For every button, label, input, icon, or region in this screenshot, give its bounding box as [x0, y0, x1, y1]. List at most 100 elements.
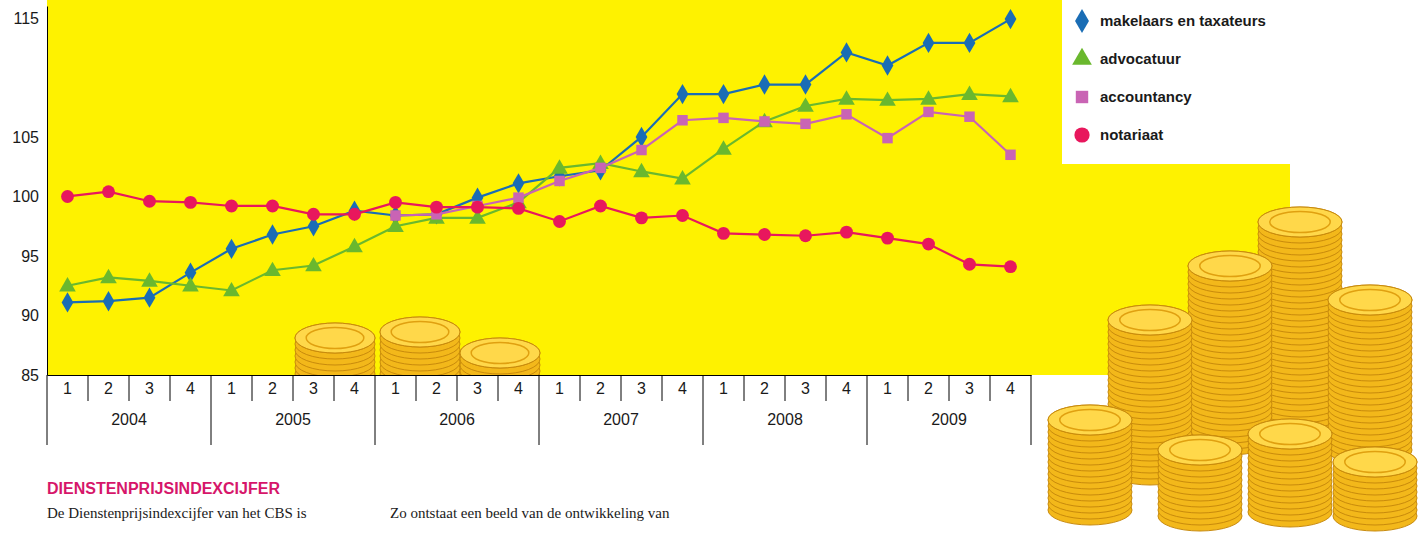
annotation: De Dienstenprijsindexcijfer van het CBS … — [47, 505, 307, 521]
coin — [460, 338, 540, 368]
quarter-divider — [334, 375, 335, 401]
legend-label-line: makelaars en taxateurs — [1100, 12, 1266, 29]
coin-top — [1158, 435, 1242, 465]
x-tick: 4 — [842, 375, 851, 397]
coin-rim — [1340, 290, 1400, 311]
marker — [62, 292, 74, 312]
quarter-divider — [129, 375, 130, 401]
coin — [1248, 419, 1332, 449]
marker — [554, 176, 564, 186]
marker — [882, 55, 894, 75]
x-tick-label: 4 — [1006, 380, 1015, 397]
marker — [143, 195, 156, 208]
coin-stack — [380, 317, 460, 375]
x-tick: 4 — [1006, 375, 1015, 397]
coin-stack — [1158, 435, 1242, 531]
annotation: Zo ontstaat een beeld van de ontwikkelin… — [390, 505, 670, 521]
x-tick: 2 — [104, 375, 113, 397]
y-tick: 100 — [12, 188, 47, 205]
year-label: 2006 — [439, 411, 475, 428]
coin-rim — [1170, 440, 1230, 461]
x-tick: 2 — [760, 375, 769, 397]
marker — [882, 133, 892, 143]
marker — [718, 84, 730, 104]
marker — [964, 33, 976, 53]
marker — [674, 170, 691, 184]
marker — [963, 258, 976, 271]
x-tick: 2 — [924, 375, 933, 397]
marker — [267, 224, 279, 244]
quarter-divider — [88, 375, 89, 401]
coin-rim — [306, 328, 364, 349]
coins-side — [1048, 207, 1417, 531]
coin-rim — [1270, 212, 1330, 233]
x-tick: 1 — [719, 375, 728, 397]
marker — [348, 208, 361, 221]
x-tick: 2 — [268, 375, 277, 397]
series-line — [68, 94, 1011, 290]
marker — [553, 215, 566, 228]
marker — [595, 163, 605, 173]
marker — [758, 228, 771, 241]
x-tick-label: 4 — [186, 380, 195, 397]
chart: 8590951001051151234123412341234123412342… — [0, 0, 1424, 534]
x-dividers — [47, 375, 1031, 445]
coin-rim — [1345, 452, 1405, 473]
coin — [295, 323, 375, 353]
x-tick: 3 — [801, 375, 810, 397]
marker — [225, 200, 238, 213]
marker — [797, 97, 814, 111]
series-line — [68, 192, 1011, 267]
year-label: 2008 — [767, 411, 803, 428]
year-divider — [47, 375, 48, 445]
title: DIENSTENPRIJSINDEXCIJFER — [47, 480, 280, 497]
marker — [676, 209, 689, 222]
x-tick: 1 — [883, 375, 892, 397]
x-tick: 3 — [309, 375, 318, 397]
marker — [759, 116, 769, 126]
quarter-divider — [949, 375, 950, 401]
marker — [471, 201, 484, 214]
legend-label-line: advocatuur — [1100, 50, 1181, 67]
coin-top — [1328, 285, 1412, 315]
x-tick-label: 1 — [883, 380, 892, 397]
y-tick-label: 105 — [12, 129, 39, 146]
x-tick-label: 3 — [801, 380, 810, 397]
x-tick: 4 — [186, 375, 195, 397]
x-tick: 4 — [350, 375, 359, 397]
quarter-divider — [744, 375, 745, 401]
marker — [264, 262, 281, 276]
marker — [800, 119, 810, 129]
coin-rim — [1060, 410, 1120, 431]
x-tick-label: 2 — [760, 380, 769, 397]
series — [62, 9, 1017, 313]
legend-marker — [1075, 9, 1089, 33]
x-tick: 1 — [555, 375, 564, 397]
x-groups: 200420052006200720082009 — [111, 411, 967, 428]
quarter-divider — [662, 375, 663, 401]
coin — [1258, 207, 1342, 237]
coin — [1328, 285, 1412, 315]
y-tick-label: 85 — [21, 367, 39, 384]
legend-label-line: accountancy — [1100, 88, 1192, 105]
legend-marker — [1072, 48, 1092, 65]
coin-top — [460, 338, 540, 368]
marker — [636, 145, 646, 155]
x-tick: 3 — [145, 375, 154, 397]
quarter-divider — [170, 375, 171, 401]
marker — [717, 227, 730, 240]
quarter-divider — [580, 375, 581, 401]
marker — [307, 208, 320, 221]
year-label: 2007 — [603, 411, 639, 428]
series — [59, 85, 1019, 296]
marker — [346, 238, 363, 252]
x-tick-label: 2 — [104, 380, 113, 397]
x-tick-label: 1 — [227, 380, 236, 397]
coin — [1188, 251, 1272, 281]
x-tick-label: 3 — [473, 380, 482, 397]
coin-top — [1248, 419, 1332, 449]
coin-top — [295, 323, 375, 353]
legend-label-line: notariaat — [1100, 126, 1163, 143]
marker — [800, 74, 812, 94]
coins-plot — [295, 317, 540, 375]
